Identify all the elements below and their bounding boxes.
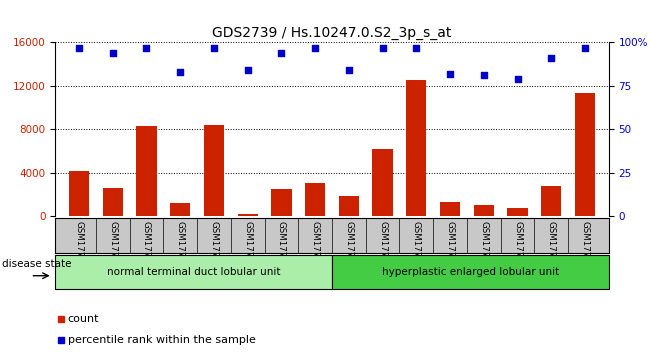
Bar — [305, 183, 326, 216]
Point — [580, 45, 590, 51]
Text: hyperplastic enlarged lobular unit: hyperplastic enlarged lobular unit — [381, 267, 559, 277]
Point — [276, 50, 286, 56]
Bar — [575, 93, 595, 216]
Text: GSM177451: GSM177451 — [513, 221, 522, 273]
Point — [378, 45, 388, 51]
Text: GSM177447: GSM177447 — [378, 221, 387, 273]
Text: count: count — [68, 314, 100, 324]
Text: GSM177456: GSM177456 — [142, 221, 151, 273]
Point — [175, 69, 186, 75]
Text: GSM177450: GSM177450 — [479, 221, 488, 273]
Bar — [271, 189, 292, 216]
Bar — [541, 185, 561, 216]
Text: normal terminal duct lobular unit: normal terminal duct lobular unit — [107, 267, 281, 277]
Text: GSM177454: GSM177454 — [74, 221, 83, 273]
Bar — [339, 196, 359, 216]
Bar — [440, 202, 460, 216]
Point — [242, 67, 253, 73]
Point — [141, 45, 152, 51]
Point — [107, 50, 118, 56]
Point — [344, 67, 354, 73]
Text: GSM177453: GSM177453 — [581, 221, 590, 273]
Bar — [69, 171, 89, 216]
Point — [546, 55, 557, 61]
Text: disease state: disease state — [2, 259, 72, 269]
Text: GSM177448: GSM177448 — [412, 221, 421, 273]
Bar — [55, 255, 332, 289]
Point — [445, 71, 455, 76]
Point — [209, 45, 219, 51]
Bar — [204, 125, 224, 216]
Text: percentile rank within the sample: percentile rank within the sample — [68, 335, 256, 346]
Text: GSM177458: GSM177458 — [210, 221, 219, 273]
Text: GSM177446: GSM177446 — [344, 221, 353, 273]
Bar — [474, 205, 494, 216]
Bar — [508, 209, 528, 216]
Text: GSM177457: GSM177457 — [176, 221, 185, 273]
Text: GSM177461: GSM177461 — [311, 221, 320, 273]
Point — [512, 76, 523, 82]
Bar — [406, 80, 426, 216]
Point — [74, 45, 84, 51]
Point — [310, 45, 320, 51]
Bar — [238, 214, 258, 216]
Title: GDS2739 / Hs.10247.0.S2_3p_s_at: GDS2739 / Hs.10247.0.S2_3p_s_at — [212, 26, 452, 40]
Point — [411, 45, 422, 51]
Text: GSM177449: GSM177449 — [445, 221, 454, 273]
Bar — [170, 203, 190, 216]
Bar — [103, 188, 123, 216]
Text: GSM177460: GSM177460 — [277, 221, 286, 273]
Bar — [332, 255, 609, 289]
Bar — [372, 149, 393, 216]
Point — [478, 73, 489, 78]
Bar — [136, 126, 156, 216]
Text: GSM177455: GSM177455 — [108, 221, 117, 273]
Text: GSM177452: GSM177452 — [547, 221, 556, 273]
Text: GSM177459: GSM177459 — [243, 221, 252, 273]
